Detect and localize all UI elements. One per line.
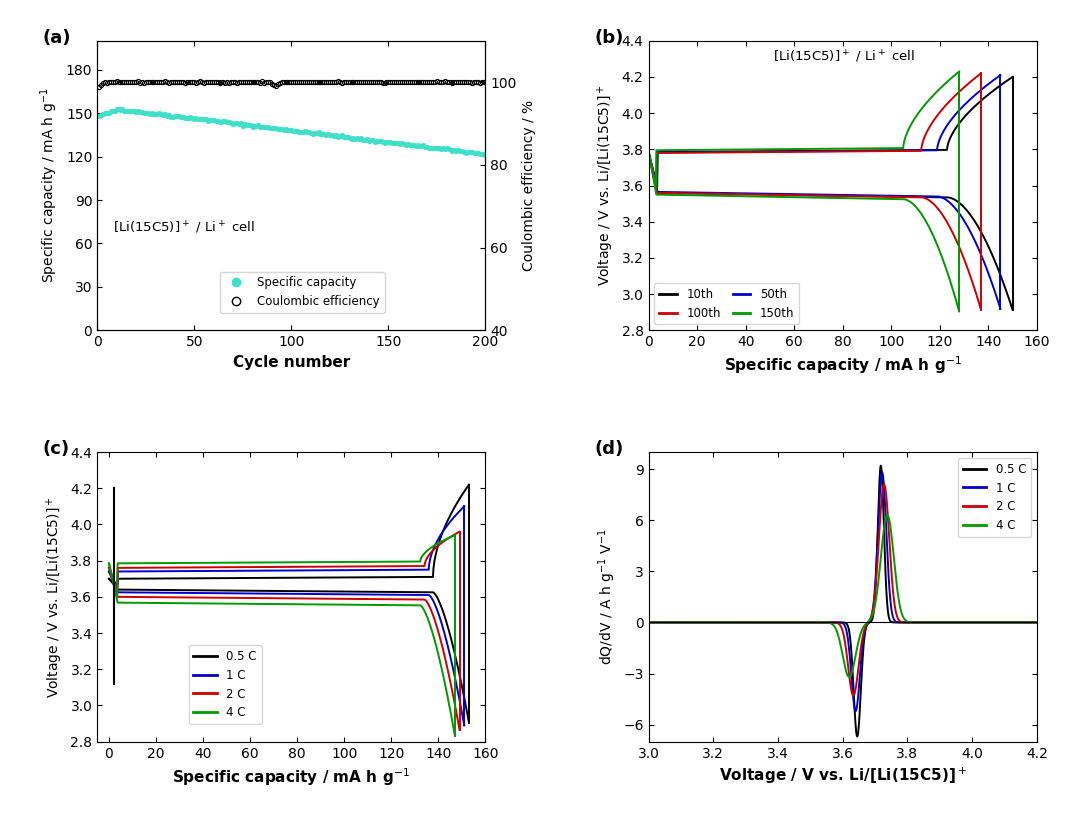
- Legend: Specific capacity, Coulombic efficiency: Specific capacity, Coulombic efficiency: [219, 271, 384, 313]
- Text: [Li(15C5)]$^+$ / Li$^+$ cell: [Li(15C5)]$^+$ / Li$^+$ cell: [773, 49, 915, 65]
- Legend: 0.5 C, 1 C, 2 C, 4 C: 0.5 C, 1 C, 2 C, 4 C: [958, 458, 1031, 537]
- Y-axis label: Voltage / V vs. Li/[Li(15C5)]$^+$: Voltage / V vs. Li/[Li(15C5)]$^+$: [596, 85, 616, 286]
- Y-axis label: Voltage / V vs. Li/[Li(15C5)]$^+$: Voltage / V vs. Li/[Li(15C5)]$^+$: [44, 496, 65, 698]
- Text: (a): (a): [43, 29, 71, 47]
- X-axis label: Cycle number: Cycle number: [232, 355, 350, 370]
- Y-axis label: dQ/dV / A h g$^{-1}$ V$^{-1}$: dQ/dV / A h g$^{-1}$ V$^{-1}$: [596, 529, 618, 665]
- Text: (c): (c): [43, 440, 70, 458]
- Text: (b): (b): [594, 29, 623, 47]
- X-axis label: Voltage / V vs. Li/[Li(15C5)]$^+$: Voltage / V vs. Li/[Li(15C5)]$^+$: [718, 766, 967, 786]
- Legend: 0.5 C, 1 C, 2 C, 4 C: 0.5 C, 1 C, 2 C, 4 C: [189, 645, 261, 725]
- Legend: 10th, 100th, 50th, 150th: 10th, 100th, 50th, 150th: [654, 283, 799, 324]
- Y-axis label: Specific capacity / mA h g$^{-1}$: Specific capacity / mA h g$^{-1}$: [39, 88, 60, 284]
- Text: [Li(15C5)]$^+$ / Li$^+$ cell: [Li(15C5)]$^+$ / Li$^+$ cell: [112, 219, 255, 236]
- Text: (d): (d): [594, 440, 623, 458]
- X-axis label: Specific capacity / mA h g$^{-1}$: Specific capacity / mA h g$^{-1}$: [724, 355, 961, 377]
- X-axis label: Specific capacity / mA h g$^{-1}$: Specific capacity / mA h g$^{-1}$: [173, 766, 410, 788]
- Y-axis label: Coulombic efficiency / %: Coulombic efficiency / %: [523, 100, 537, 271]
